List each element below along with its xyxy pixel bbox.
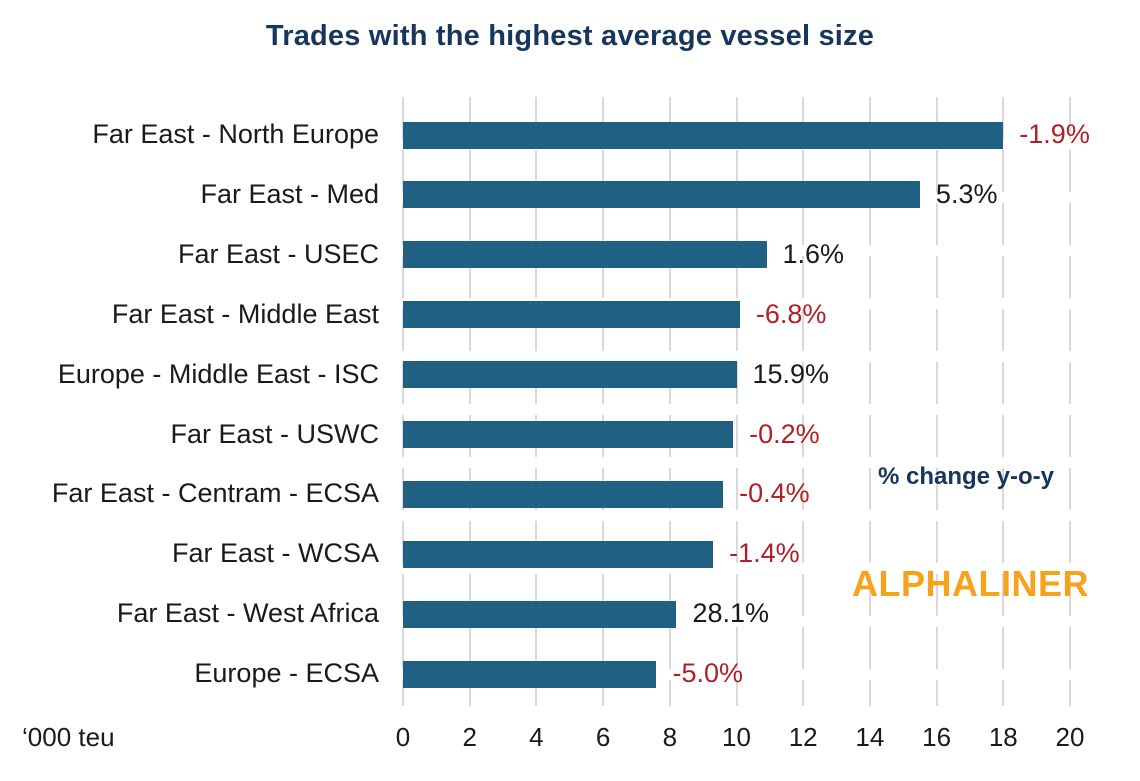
gridline-x-6 bbox=[602, 97, 605, 706]
alphaliner-logo: ALPHALINER bbox=[852, 563, 1089, 604]
pct-change-annotation: % change y-o-y bbox=[877, 463, 1055, 490]
change-label: -5.0% bbox=[672, 658, 743, 689]
category-label: Far East - Middle East bbox=[111, 298, 379, 329]
x-axis-tick-label: 20 bbox=[1055, 722, 1085, 752]
gridline-x-16 bbox=[935, 97, 938, 706]
bar-1 bbox=[403, 121, 1004, 149]
category-label: Europe - ECSA bbox=[194, 658, 379, 689]
gridline-x-12 bbox=[802, 97, 805, 706]
gridline-x-14 bbox=[868, 97, 871, 706]
gridline-x-20 bbox=[1069, 97, 1071, 706]
change-label: -6.8% bbox=[755, 298, 827, 329]
x-axis-tick-label: 2 bbox=[462, 722, 477, 752]
category-label: Far East - West Africa bbox=[116, 598, 379, 629]
change-label: 1.6% bbox=[782, 238, 845, 269]
category-label: Europe - Middle East - ISC bbox=[57, 358, 379, 389]
x-axis-tick-label: 0 bbox=[395, 722, 411, 752]
gridline-x-0 bbox=[402, 97, 404, 706]
x-axis-tick-label: 14 bbox=[855, 722, 885, 752]
gridline-x-4 bbox=[535, 97, 538, 706]
bar-10 bbox=[403, 660, 657, 688]
chart-title: Trades with the highest average vessel s… bbox=[265, 20, 875, 52]
change-label: -1.9% bbox=[1019, 119, 1090, 149]
bar-8 bbox=[403, 540, 714, 568]
bar-9 bbox=[403, 600, 677, 628]
category-label: Far East - WCSA bbox=[171, 538, 379, 569]
category-label: Far East - North Europe bbox=[92, 119, 379, 149]
bar-6 bbox=[403, 421, 734, 448]
bar-5 bbox=[403, 361, 737, 389]
change-label: -1.4% bbox=[729, 538, 800, 569]
unit-note: ‘000 teu bbox=[22, 722, 115, 752]
category-label: Far East - USEC bbox=[177, 238, 379, 269]
category-label: Far East - USWC bbox=[170, 418, 379, 449]
x-axis-tick-label: 6 bbox=[595, 722, 611, 752]
x-axis-tick-label: 8 bbox=[662, 722, 678, 752]
change-label: -0.2% bbox=[749, 418, 820, 449]
bar-4 bbox=[403, 301, 740, 329]
category-label: Far East - Centram - ECSA bbox=[51, 478, 379, 509]
change-label: -0.4% bbox=[739, 478, 810, 509]
x-axis-tick-label: 12 bbox=[788, 722, 818, 752]
x-axis-tick-label: 10 bbox=[722, 722, 751, 752]
gridline-x-8 bbox=[668, 97, 671, 706]
x-axis-tick-label: 4 bbox=[529, 722, 544, 752]
gridline-x-18 bbox=[1002, 97, 1005, 706]
bar-2 bbox=[403, 181, 920, 209]
x-axis-tick-label: 16 bbox=[922, 722, 952, 752]
bar-7 bbox=[403, 480, 724, 508]
x-axis-tick-label: 18 bbox=[988, 722, 1018, 752]
gridline-x-10 bbox=[735, 97, 738, 706]
change-label: 28.1% bbox=[692, 598, 770, 629]
category-label: Far East - Med bbox=[200, 178, 379, 209]
bar-3 bbox=[403, 241, 767, 269]
change-label: 15.9% bbox=[752, 358, 830, 389]
gridline-x-2 bbox=[468, 97, 471, 706]
change-label: 5.3% bbox=[935, 178, 998, 209]
